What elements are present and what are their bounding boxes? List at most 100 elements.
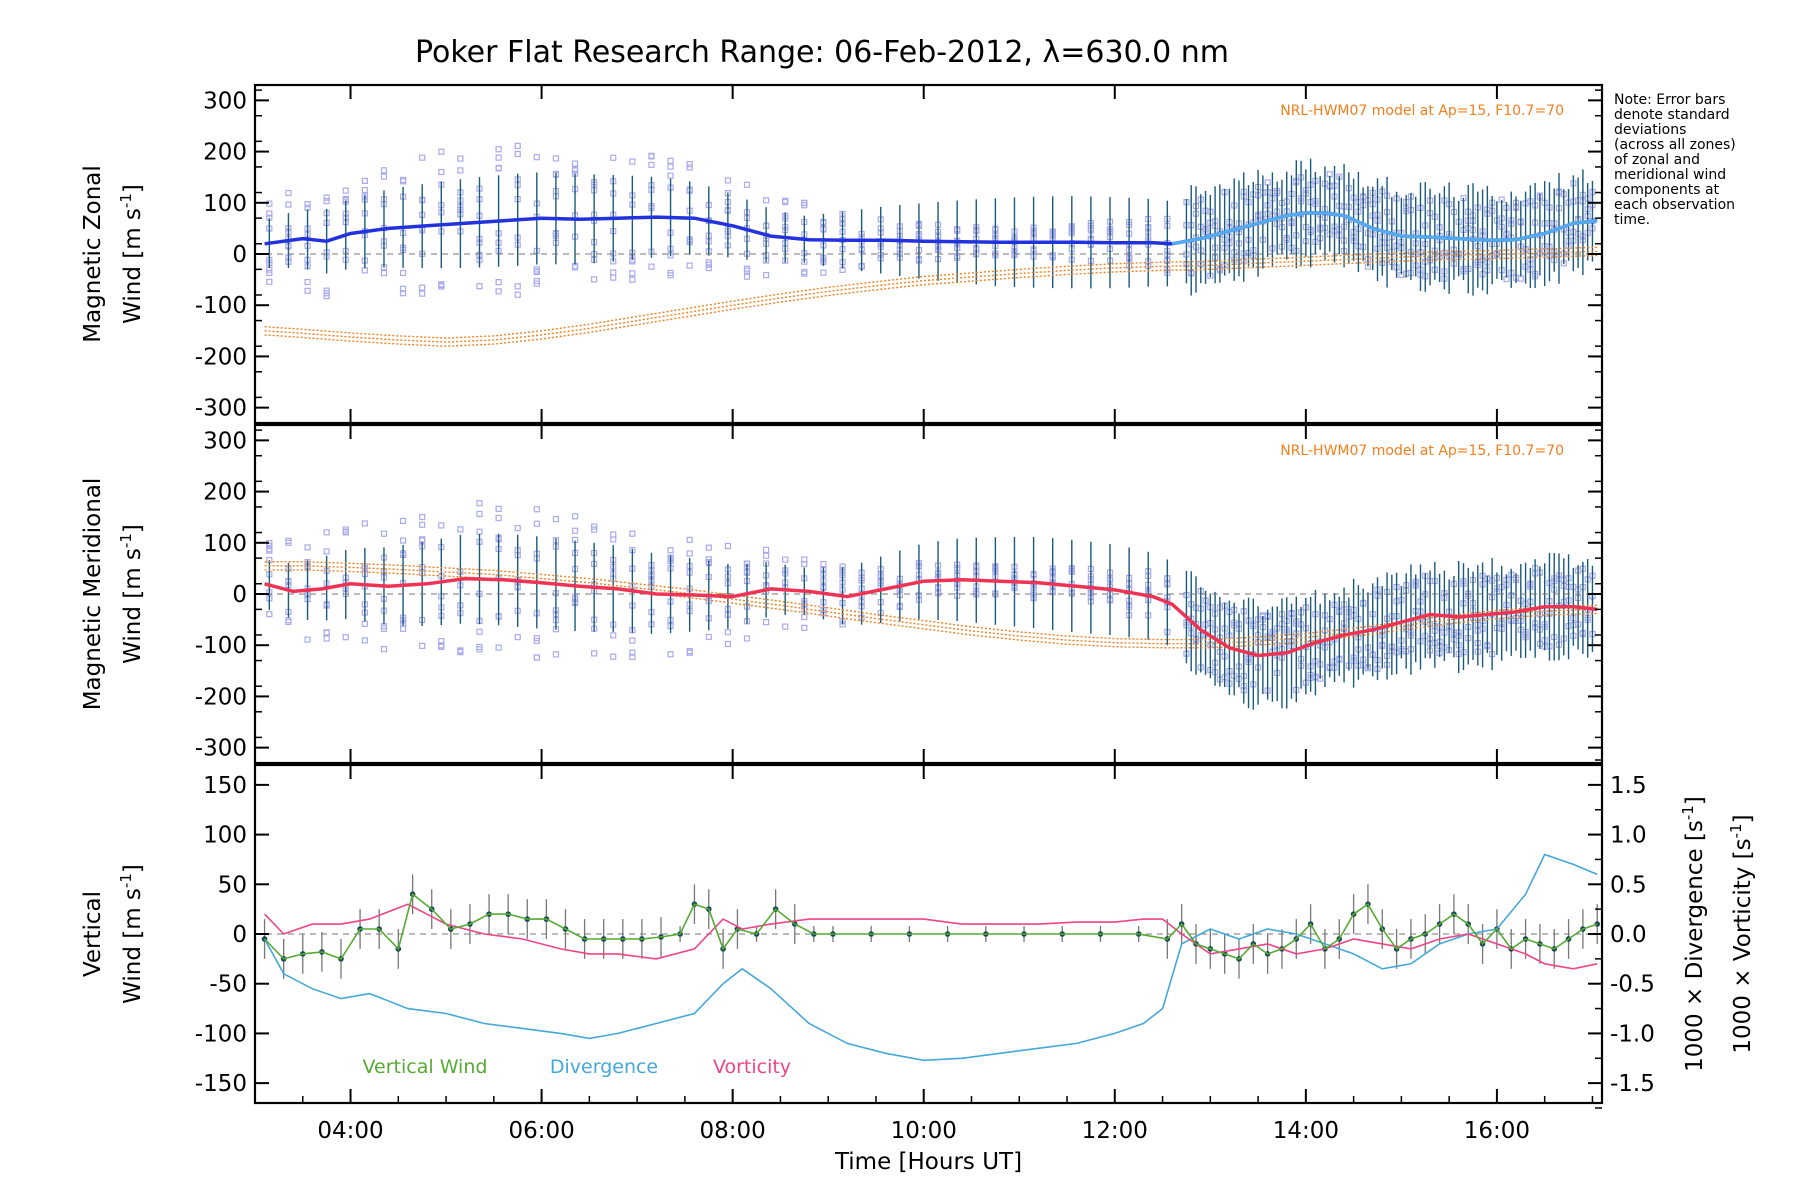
scatter-point bbox=[552, 155, 560, 162]
y-axis-label: Magnetic Zonal bbox=[80, 165, 106, 343]
scatter-point bbox=[361, 177, 368, 184]
scatter-point bbox=[438, 638, 445, 645]
y-tick-label: 0 bbox=[232, 922, 247, 948]
scatter-point bbox=[399, 285, 407, 292]
scatter-point bbox=[323, 197, 330, 205]
x-tick-label: 10:00 bbox=[891, 1118, 957, 1144]
y2-axis-label: 1000 × Divergence [s-1] bbox=[1679, 796, 1708, 1072]
vorticity-line bbox=[264, 903, 1598, 970]
note-text: Note: Error bars denote standard deviation… bbox=[1614, 92, 1736, 228]
scatter-point bbox=[361, 520, 368, 527]
scatter-point bbox=[323, 629, 330, 636]
scatter-point bbox=[476, 510, 483, 518]
scatter-point bbox=[533, 506, 540, 513]
scatter-point bbox=[571, 167, 579, 174]
scatter-point bbox=[476, 283, 483, 290]
scatter-point bbox=[342, 529, 349, 536]
scatter-point bbox=[533, 637, 540, 645]
scatter-point bbox=[285, 537, 292, 544]
model-label: NRL-HWM07 model at Ap=15, F10.7=70 bbox=[1280, 443, 1564, 459]
scatter-point bbox=[419, 642, 426, 649]
scatter-point bbox=[762, 197, 770, 204]
scatter-point bbox=[782, 197, 789, 204]
scatter-point bbox=[705, 265, 712, 272]
scatter-point bbox=[323, 287, 330, 294]
note-line: components at bbox=[1614, 182, 1720, 198]
note-line: meridional wind bbox=[1614, 167, 1726, 183]
scatter-point bbox=[495, 164, 502, 171]
scatter-point bbox=[438, 148, 445, 155]
scatter-point bbox=[399, 625, 407, 632]
scatter-point bbox=[705, 633, 712, 641]
scatter-point bbox=[533, 520, 540, 527]
scatter-point bbox=[361, 637, 368, 644]
scatter-point bbox=[533, 280, 540, 287]
scatter-point bbox=[495, 514, 502, 522]
scatter-point bbox=[323, 194, 330, 201]
scatter-point bbox=[266, 210, 273, 217]
scatter-point bbox=[266, 269, 273, 277]
scatter-point bbox=[304, 544, 311, 551]
y2-tick-label: -1.0 bbox=[1610, 1021, 1655, 1047]
y-tick-label: 100 bbox=[203, 531, 247, 557]
scatter-point bbox=[801, 560, 808, 568]
scatter-point bbox=[571, 513, 579, 520]
vertical-plot-area bbox=[255, 874, 1602, 979]
scatter-point bbox=[438, 522, 445, 529]
y2-axis-label: 1000 × Vorticity [s-1] bbox=[1727, 814, 1756, 1053]
x-axis-label: Time [Hours UT] bbox=[834, 1149, 1022, 1175]
scatter-point bbox=[495, 146, 502, 153]
scatter-point bbox=[762, 546, 770, 553]
scatter-point bbox=[266, 543, 273, 550]
scatter-point bbox=[304, 287, 311, 294]
y-axis-label: Wind [m s-1] bbox=[117, 524, 146, 664]
scatter-point bbox=[438, 283, 445, 290]
scatter-point bbox=[419, 513, 426, 521]
scatter-point bbox=[457, 526, 464, 533]
scatter-point bbox=[667, 163, 674, 170]
scatter-point bbox=[629, 276, 636, 283]
scatter-point bbox=[820, 269, 827, 276]
scatter-point bbox=[743, 273, 751, 280]
scatter-point bbox=[801, 202, 808, 209]
scatter-point bbox=[591, 526, 598, 533]
scatter-point bbox=[610, 531, 617, 538]
scatter-point bbox=[724, 177, 731, 184]
y-tick-label: -300 bbox=[195, 396, 247, 422]
scatter-point bbox=[610, 154, 617, 161]
scatter-point bbox=[724, 629, 731, 636]
y-tick-label: 0 bbox=[232, 582, 247, 608]
scatter-point bbox=[266, 611, 273, 618]
scatter-point bbox=[705, 259, 712, 266]
note-line: deviations bbox=[1614, 122, 1686, 138]
y-axis-label: Vertical bbox=[80, 891, 106, 977]
scatter-point bbox=[629, 530, 636, 537]
legend-item: Vorticity bbox=[713, 1056, 791, 1078]
meridional-wind-line bbox=[264, 576, 1598, 658]
y-tick-label: 100 bbox=[203, 191, 247, 217]
y2-tick-label: -0.5 bbox=[1610, 972, 1655, 998]
scatter-point bbox=[285, 189, 292, 197]
scatter-point bbox=[514, 283, 521, 290]
scatter-point bbox=[610, 653, 617, 660]
scatter-point bbox=[743, 265, 751, 272]
y-axis-label: Wind [m s-1] bbox=[117, 864, 146, 1004]
note-line: of zonal and bbox=[1614, 152, 1700, 168]
y-label-end: ] bbox=[120, 864, 146, 873]
y2-tick-label: 1.5 bbox=[1610, 773, 1647, 799]
scatter-point bbox=[419, 521, 426, 528]
y-label-end: ] bbox=[120, 524, 146, 533]
scatter-point bbox=[438, 643, 445, 650]
scatter-point bbox=[380, 167, 388, 174]
note-line: Note: Error bars bbox=[1614, 92, 1725, 108]
y-tick-label: -100 bbox=[195, 633, 247, 659]
scatter-point bbox=[686, 160, 693, 168]
scatter-point bbox=[399, 537, 407, 544]
y2-label-text: 1000 × Divergence [s bbox=[1682, 820, 1708, 1072]
y-tick-label: 150 bbox=[203, 773, 247, 799]
vertical-wind-point bbox=[1594, 921, 1601, 927]
scatter-point bbox=[762, 552, 770, 559]
y-tick-label: -300 bbox=[195, 736, 247, 762]
y2-tick-label: -1.5 bbox=[1610, 1071, 1655, 1097]
y-tick-label: -150 bbox=[195, 1071, 247, 1097]
